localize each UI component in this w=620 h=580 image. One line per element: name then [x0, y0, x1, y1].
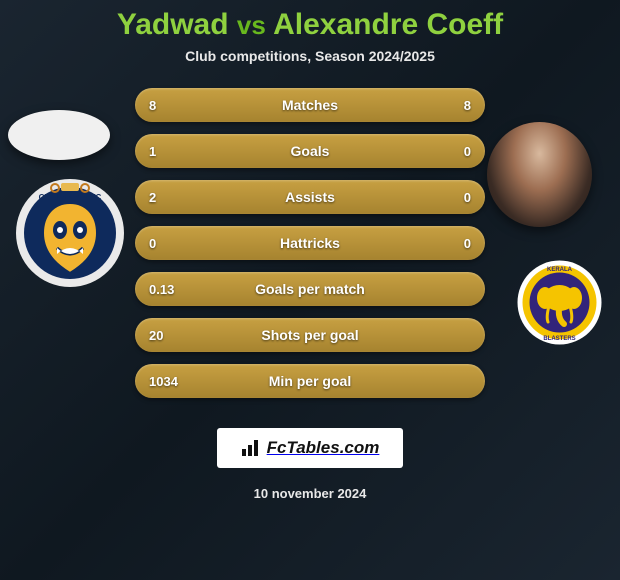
stat-label: Goals per match: [255, 281, 365, 297]
stat-left-value: 2: [149, 190, 156, 205]
bars-icon: [241, 439, 261, 457]
footer-date: 10 november 2024: [0, 486, 620, 501]
stat-left-value: 0: [149, 236, 156, 251]
stat-row: 0 Hattricks 0: [135, 226, 485, 260]
stat-label: Assists: [285, 189, 335, 205]
player1-name: Yadwad: [117, 8, 229, 41]
stat-row: 2 Assists 0: [135, 180, 485, 214]
vs-text: vs: [237, 10, 266, 40]
stat-row: 20 Shots per goal: [135, 318, 485, 352]
stat-right-value: 8: [464, 98, 471, 113]
stat-right-value: 0: [464, 236, 471, 251]
stat-row: 1034 Min per goal: [135, 364, 485, 398]
stat-left-value: 1034: [149, 374, 178, 389]
player2-name: Alexandre Coeff: [273, 8, 503, 41]
stat-bars: 8 Matches 8 1 Goals 0 2 Assists 0 0 Hattricks0 …: [135, 88, 485, 398]
stat-label: Matches: [282, 97, 338, 113]
stat-row: 8 Matches 8: [135, 88, 485, 122]
stat-right-value: 0: [464, 190, 471, 205]
stat-row: 0.13 Goals per match: [135, 272, 485, 306]
stat-left-value: 1: [149, 144, 156, 159]
stat-label: Goals: [291, 143, 330, 159]
fctables-link[interactable]: FcTables.com: [217, 428, 404, 468]
subtitle: Club competitions, Season 2024/2025: [0, 48, 620, 64]
stat-left-value: 0.13: [149, 282, 174, 297]
stat-right-value: 0: [464, 144, 471, 159]
stat-label: Hattricks: [280, 235, 340, 251]
stats-section: 8 Matches 8 1 Goals 0 2 Assists 0 0 Hattricks0 …: [0, 88, 620, 418]
stat-label: Min per goal: [269, 373, 351, 389]
stat-label: Shots per goal: [261, 327, 358, 343]
brand-text: FcTables.com: [267, 438, 380, 458]
stat-left-value: 20: [149, 328, 163, 343]
footer: FcTables.com 10 november 2024: [0, 428, 620, 501]
stat-row: 1 Goals 0: [135, 134, 485, 168]
stat-left-value: 8: [149, 98, 156, 113]
page-title: Yadwad vs Alexandre Coeff: [0, 8, 620, 42]
header: Yadwad vs Alexandre Coeff Club competiti…: [0, 0, 620, 68]
